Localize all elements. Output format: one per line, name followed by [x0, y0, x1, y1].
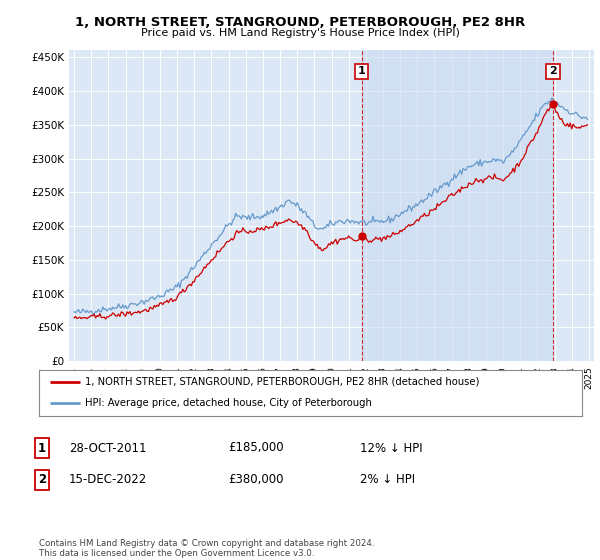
- Text: 12% ↓ HPI: 12% ↓ HPI: [360, 441, 422, 455]
- Text: Price paid vs. HM Land Registry's House Price Index (HPI): Price paid vs. HM Land Registry's House …: [140, 28, 460, 38]
- Text: 1: 1: [358, 66, 365, 76]
- Text: 1: 1: [38, 441, 46, 455]
- Text: 2% ↓ HPI: 2% ↓ HPI: [360, 473, 415, 487]
- Text: £380,000: £380,000: [228, 473, 284, 487]
- Text: HPI: Average price, detached house, City of Peterborough: HPI: Average price, detached house, City…: [85, 398, 372, 408]
- Text: 2: 2: [549, 66, 557, 76]
- Text: Contains HM Land Registry data © Crown copyright and database right 2024.
This d: Contains HM Land Registry data © Crown c…: [39, 539, 374, 558]
- Text: 15-DEC-2022: 15-DEC-2022: [69, 473, 147, 487]
- Text: 1, NORTH STREET, STANGROUND, PETERBOROUGH, PE2 8HR: 1, NORTH STREET, STANGROUND, PETERBOROUG…: [75, 16, 525, 29]
- Text: 28-OCT-2011: 28-OCT-2011: [69, 441, 146, 455]
- Text: £185,000: £185,000: [228, 441, 284, 455]
- Text: 2: 2: [38, 473, 46, 487]
- Bar: [362, 50, 553, 361]
- Text: 1, NORTH STREET, STANGROUND, PETERBOROUGH, PE2 8HR (detached house): 1, NORTH STREET, STANGROUND, PETERBOROUG…: [85, 377, 479, 387]
